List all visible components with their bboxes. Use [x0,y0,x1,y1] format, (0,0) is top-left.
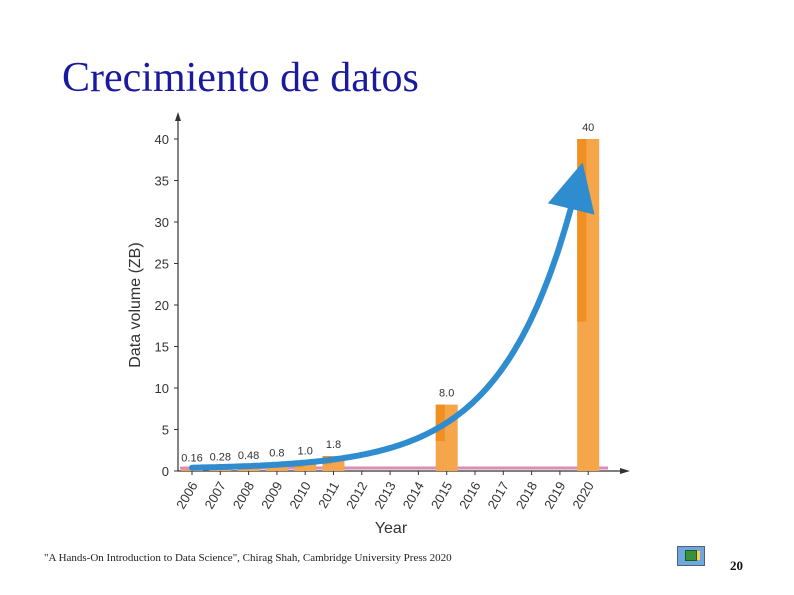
x-tick-label: 2012 [343,479,370,512]
x-tick-label: 2018 [513,479,540,512]
data-volume-chart: 0 5 10 15 20 25 30 35 40 Data volume (ZB) 2006 2007… [127,112,630,537]
source-caption: "A Hands-On Introduction to Data Science… [44,552,452,564]
data-label-2010: 1.0 [298,446,313,458]
data-label-2006: 0.16 [181,453,202,465]
data-label-2008: 0.48 [238,450,259,462]
x-tick-label: 2014 [400,479,427,512]
presentation-nav-icon[interactable] [677,546,705,566]
y-tick-label: 20 [155,298,169,313]
growth-trend-arrow [189,162,595,471]
bar-shade-2006 [181,469,191,471]
x-tick-label: 2015 [428,479,455,512]
y-tick-label: 35 [155,174,169,189]
x-tick-label: 2006 [173,479,200,512]
x-tick-label: 2011 [315,479,342,511]
y-tick-label: 5 [162,423,169,438]
data-label-2011: 1.8 [326,439,341,451]
x-tick-label: 2019 [541,479,568,512]
x-tick-label: 2020 [569,479,596,512]
y-axis-arrow [175,112,181,121]
x-axis-label: Year [375,520,408,537]
y-tick-label: 15 [155,340,169,355]
bar-shade-2015 [435,404,445,442]
bar-shade-2020 [577,139,587,322]
slide-title: Crecimiento de datos [62,55,419,101]
x-tick-label: 2007 [201,479,228,512]
y-tick-label: 30 [155,215,169,230]
x-tick-label: 2008 [230,479,257,512]
y-axis-label: Data volume (ZB) [127,242,144,367]
x-tick-label: 2009 [258,479,285,512]
data-label-2020: 40 [582,122,594,134]
y-tick-label: 40 [155,132,169,147]
x-tick-label: 2016 [456,479,483,512]
nav-icon-accent [697,551,700,560]
data-label-2015: 8.0 [439,388,454,400]
x-axis-arrow [620,468,630,474]
bar-2010 [294,462,317,471]
y-tick-label: 25 [155,257,169,272]
y-tick-label: 0 [162,464,169,479]
nav-icon-graphic [685,550,697,561]
x-tick-label: 2013 [371,479,398,512]
x-tick-label: 2017 [484,479,511,512]
x-tick-label: 2010 [286,479,313,512]
page-number: 20 [730,558,743,573]
y-tick-label: 10 [155,381,169,396]
data-label-2007: 0.28 [210,452,231,464]
data-label-2009: 0.8 [269,447,284,459]
